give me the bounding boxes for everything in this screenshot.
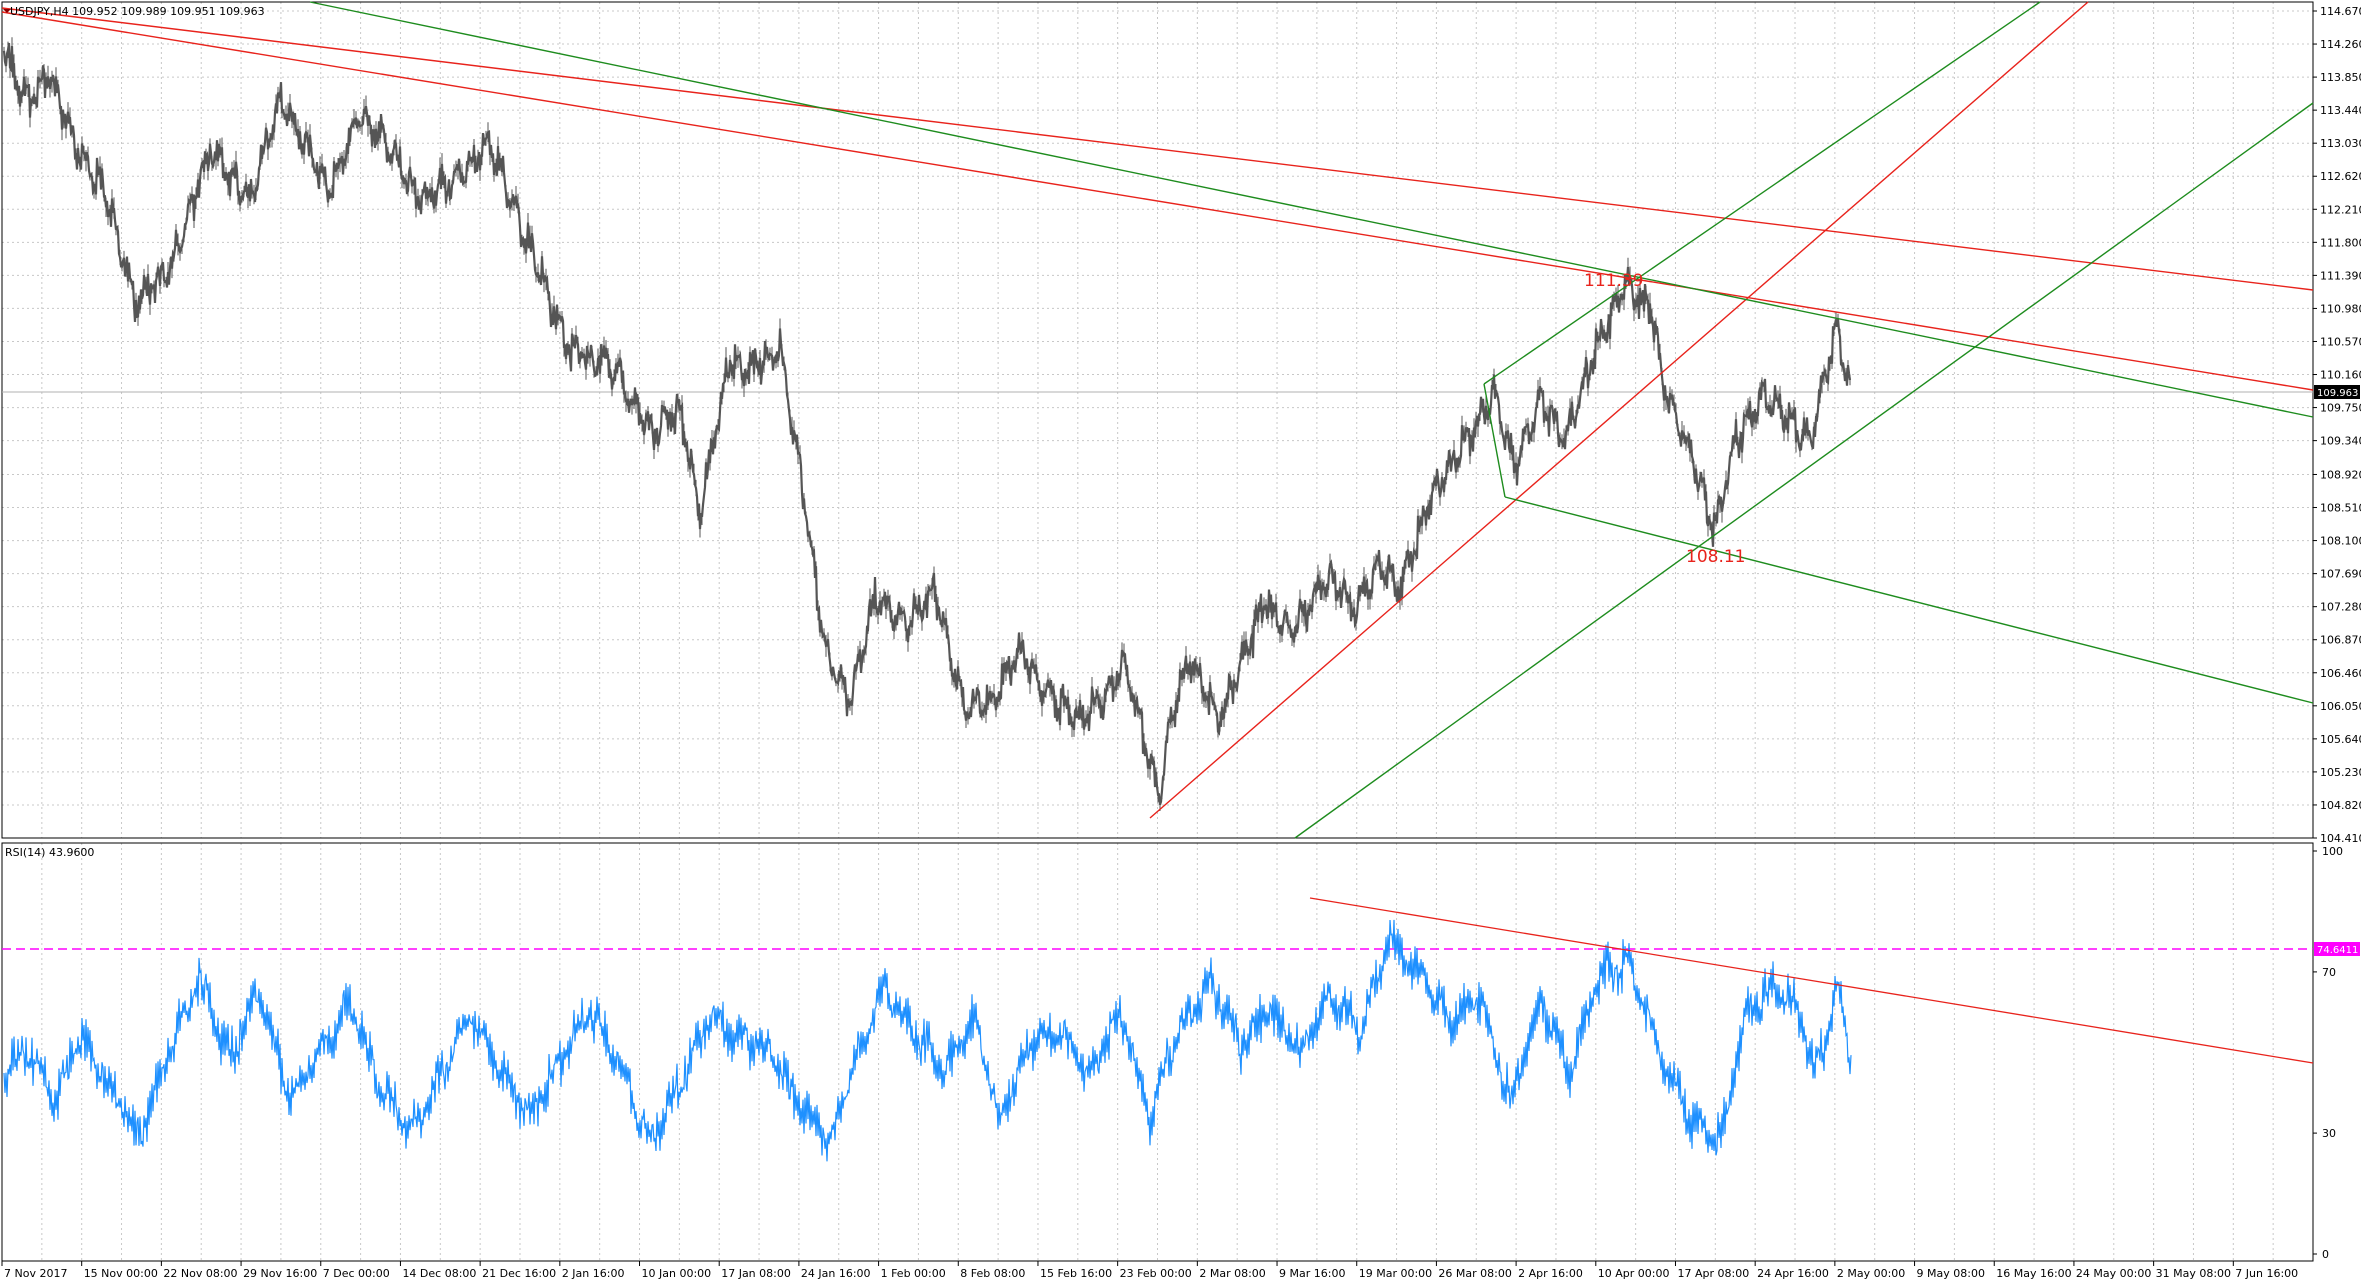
price-tick-label: 108.920: [2320, 468, 2361, 481]
green-fan-line-1[interactable]: [309, 1, 2314, 418]
price-tick-label: 105.640: [2320, 733, 2361, 746]
time-tick-label: 17 Jan 08:00: [721, 1267, 791, 1280]
time-tick-label: 10 Apr 00:00: [1598, 1267, 1670, 1280]
time-tick-label: 7 Jun 16:00: [2235, 1267, 2298, 1280]
trendlines[interactable]: [1, 1, 2314, 839]
green-channel-line-lower[interactable]: [1504, 496, 2314, 704]
rsi-level-tag: [2314, 942, 2360, 956]
time-tick-label: 2 Jan 16:00: [562, 1267, 625, 1280]
price-tick-label: 113.440: [2320, 104, 2361, 117]
price-grid: [2, 2, 2313, 839]
time-tick-label: 2 Apr 16:00: [1518, 1267, 1583, 1280]
price-tick-label: 110.570: [2320, 335, 2361, 348]
price-tick-label: 108.100: [2320, 535, 2361, 548]
price-tick-label: 109.750: [2320, 402, 2361, 415]
rsi-header: RSI(14) 43.9600: [5, 846, 94, 859]
price-tick-label: 107.280: [2320, 601, 2361, 614]
price-series: [2, 37, 1852, 812]
time-tick-label: 21 Dec 16:00: [482, 1267, 556, 1280]
time-tick-label: 14 Dec 08:00: [402, 1267, 476, 1280]
rsi-tick-label: 100: [2322, 845, 2343, 858]
time-tick-label: 19 Mar 00:00: [1359, 1267, 1432, 1280]
time-tick-label: 24 Apr 16:00: [1757, 1267, 1829, 1280]
price-tick-label: 112.210: [2320, 203, 2361, 216]
price-tick-label: 105.230: [2320, 766, 2361, 779]
time-tick-label: 7 Nov 2017: [4, 1267, 67, 1280]
time-tick-label: 26 Mar 08:00: [1438, 1267, 1511, 1280]
price-tick-label: 114.260: [2320, 38, 2361, 51]
time-tick-label: 15 Nov 00:00: [84, 1267, 158, 1280]
price-tick-label: 110.980: [2320, 302, 2361, 315]
time-tick-label: 7 Dec 00:00: [323, 1267, 390, 1280]
high-annotation: 111.39: [1584, 271, 1643, 291]
time-tick-label: 9 May 08:00: [1917, 1267, 1985, 1280]
price-tick-label: 113.850: [2320, 71, 2361, 84]
time-tick-label: 16 May 16:00: [1996, 1267, 2071, 1280]
time-tick-label: 24 May 00:00: [2076, 1267, 2151, 1280]
rsi-series: [3, 919, 1852, 1162]
time-tick-label: 29 Nov 16:00: [243, 1267, 317, 1280]
price-tick-label: 106.460: [2320, 667, 2361, 680]
time-tick-label: 31 May 08:00: [2156, 1267, 2231, 1280]
price-tick-label: 106.050: [2320, 700, 2361, 713]
price-tick-label: 113.030: [2320, 137, 2361, 150]
price-tick-label: 104.820: [2320, 799, 2361, 812]
current-price-label: 109.963: [2317, 388, 2358, 399]
time-tick-label: 8 Feb 08:00: [960, 1267, 1025, 1280]
price-tick-label: 111.800: [2320, 236, 2361, 249]
rsi-tick-label: 0: [2322, 1248, 2329, 1261]
green-channel-line-rising[interactable]: [1294, 102, 2314, 839]
time-tick-label: 17 Apr 08:00: [1677, 1267, 1749, 1280]
red-trendline-upper[interactable]: [1, 7, 2314, 291]
chart-menu-icon[interactable]: [3, 9, 11, 13]
time-tick-label: 2 May 00:00: [1837, 1267, 1905, 1280]
rsi-pane[interactable]: 100 70 30 0 74.6411 RSI(14) 43.9600: [1, 842, 2360, 1262]
price-tick-label: 104.410: [2320, 832, 2361, 845]
rsi-tick-label: 70: [2322, 966, 2336, 979]
low-annotation: 108.11: [1686, 547, 1745, 567]
time-tick-label: 15 Feb 16:00: [1040, 1267, 1112, 1280]
red-trendline-lower[interactable]: [1, 11, 2314, 391]
price-tick-label: 109.340: [2320, 435, 2361, 448]
current-price-tag: [2314, 385, 2360, 399]
price-tick-label: 108.510: [2320, 502, 2361, 515]
time-tick-label: 10 Jan 00:00: [642, 1267, 712, 1280]
green-channel-connector[interactable]: [1483, 383, 1506, 498]
symbol-header: USDJPY,H4 109.952 109.989 109.951 109.96…: [10, 5, 265, 18]
time-tick-label: 23 Feb 00:00: [1120, 1267, 1192, 1280]
time-tick-label: 1 Feb 00:00: [881, 1267, 946, 1280]
price-tick-label: 110.160: [2320, 369, 2361, 382]
time-tick-label: 24 Jan 16:00: [801, 1267, 871, 1280]
time-tick-label: 22 Nov 08:00: [163, 1267, 237, 1280]
price-pane-border: [1, 1, 2314, 839]
time-tick-label: 2 Mar 08:00: [1199, 1267, 1265, 1280]
price-tick-label: 112.620: [2320, 170, 2361, 183]
price-tick-label: 106.870: [2320, 634, 2361, 647]
price-tick-label: 111.390: [2320, 269, 2361, 282]
price-axis: 114.670 114.260 113.850 113.440 113.030 112.6…: [2313, 5, 2361, 845]
price-tick-label: 107.690: [2320, 568, 2361, 581]
rsi-level-label: 74.6411: [2317, 945, 2358, 956]
rsi-line: [3, 919, 1852, 1162]
rsi-axis: 100 70 30 0: [2313, 845, 2343, 1261]
time-axis: 7 Nov 2017 15 Nov 00:00 22 Nov 08:00 29 Nov…: [1, 1260, 2313, 1280]
price-tick-label: 114.670: [2320, 5, 2361, 18]
price-pane[interactable]: 114.670 114.260 113.850 113.440 113.030 112.6…: [1, 1, 2361, 845]
red-rising-line[interactable]: [1149, 1, 2089, 819]
rsi-tick-label: 30: [2322, 1127, 2336, 1140]
green-channel-line-upper[interactable]: [1483, 1, 2041, 385]
time-tick-label: 9 Mar 16:00: [1279, 1267, 1345, 1280]
rsi-trendline[interactable]: [1309, 897, 2314, 1064]
